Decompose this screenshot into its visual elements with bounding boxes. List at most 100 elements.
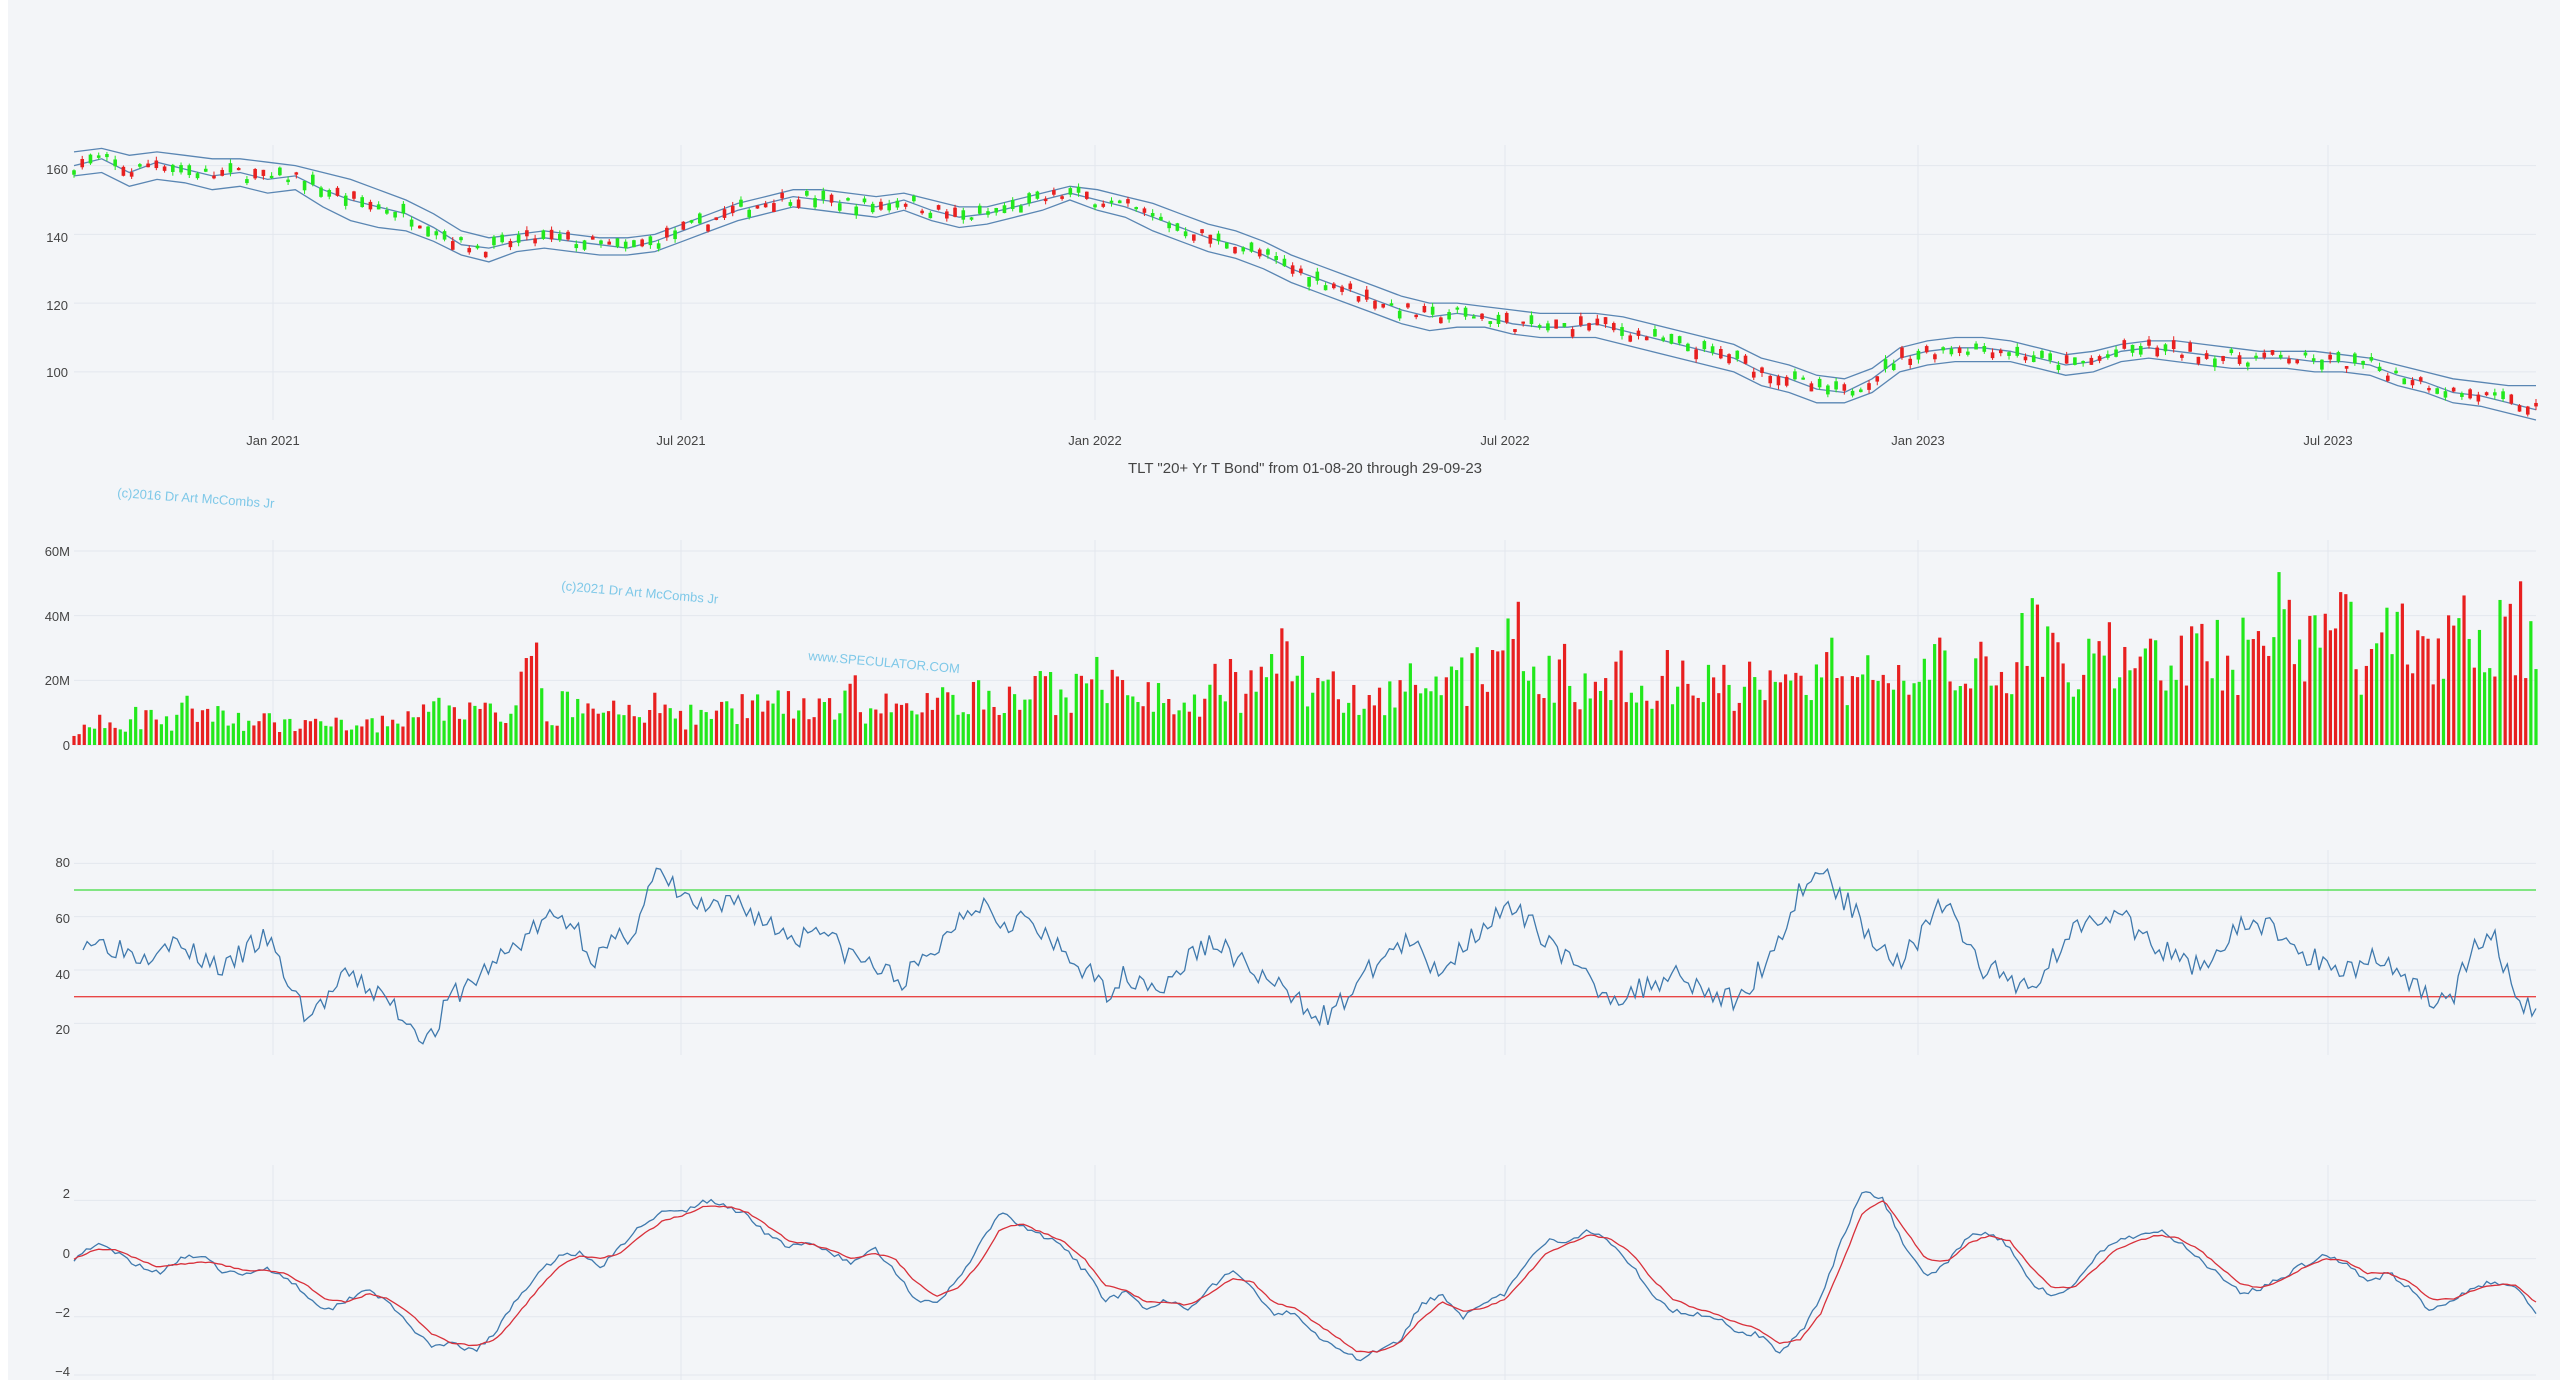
candle — [80, 155, 85, 170]
candle-body — [2303, 352, 2308, 356]
candle — [154, 156, 159, 171]
candle-body — [2468, 389, 2472, 399]
volume-bar — [2210, 678, 2214, 745]
candle-body — [220, 169, 225, 176]
volume-bar — [1953, 690, 1957, 745]
volume-bar — [298, 728, 302, 745]
volume-bar — [1830, 637, 1834, 745]
candle-body — [1175, 223, 1180, 231]
candle — [1200, 228, 1204, 236]
candle — [385, 206, 389, 215]
volume-bar — [77, 734, 81, 745]
candle-body — [623, 241, 628, 249]
candle-body — [393, 211, 397, 218]
candle-body — [953, 207, 957, 217]
volume-bar — [1902, 680, 1906, 745]
candle-body — [2155, 347, 2160, 357]
volume-bar — [2015, 662, 2019, 745]
volume-bar — [1984, 656, 1988, 745]
candle — [2460, 391, 2464, 400]
volume-bar — [1958, 686, 1962, 745]
volume-bar — [2385, 607, 2389, 745]
volume-bar — [1747, 661, 1752, 745]
candle-body — [162, 166, 167, 171]
candle-body — [343, 195, 348, 206]
candle-body — [1793, 371, 1797, 380]
volume-bar — [2148, 638, 2153, 745]
candle — [574, 240, 579, 252]
candle — [1126, 196, 1130, 207]
candle — [2229, 347, 2234, 356]
volume-bar — [1393, 707, 1397, 745]
volume-bar — [833, 719, 837, 745]
candle-body — [72, 170, 76, 175]
volume-bar — [1357, 714, 1361, 745]
candle — [1570, 326, 1575, 339]
candle-body — [1167, 222, 1171, 229]
candle-body — [418, 225, 422, 229]
volume-bar — [570, 717, 575, 745]
candle — [837, 199, 842, 213]
candle — [96, 152, 101, 160]
volume-bar — [653, 692, 657, 745]
volume-bar — [355, 725, 359, 745]
volume-bar — [1249, 670, 1253, 745]
candle-body — [1307, 276, 1311, 287]
candle — [1883, 355, 1888, 373]
candle-body — [376, 204, 381, 210]
candle-body — [2064, 355, 2069, 364]
volume-tick-0: 0 — [63, 738, 70, 753]
candle-body — [2130, 344, 2135, 353]
volume-bar — [2498, 599, 2502, 745]
volume-bar — [1562, 643, 1567, 745]
candle-body — [467, 248, 472, 253]
volume-bar — [1162, 703, 1166, 745]
candle — [1389, 299, 1394, 306]
candle — [912, 194, 916, 203]
candle — [1315, 267, 1320, 285]
candle-body — [1035, 191, 1040, 199]
volume-bar — [2375, 643, 2379, 745]
volume-bar — [1465, 705, 1469, 745]
candle — [1348, 281, 1353, 292]
volume-bar — [2231, 669, 2235, 745]
candle-body — [1315, 271, 1320, 281]
candle-body — [1768, 375, 1773, 384]
candle — [1628, 333, 1633, 343]
volume-bar — [1850, 676, 1854, 745]
candle — [854, 203, 859, 219]
volume-bar — [1974, 658, 1978, 745]
candle — [1990, 348, 1995, 360]
volume-bar — [370, 718, 374, 745]
candle — [2410, 377, 2415, 389]
volume-tick-40m: 40M — [45, 609, 70, 624]
volume-bar — [612, 700, 616, 745]
candle-body — [697, 213, 702, 224]
volume-bar — [1213, 663, 1217, 745]
candle-body — [2394, 370, 2398, 374]
candle-body — [1883, 359, 1888, 369]
volume-bar — [1511, 638, 1515, 745]
volume-bar — [293, 731, 297, 745]
volume-bar — [2184, 685, 2189, 745]
volume-bar — [1568, 685, 1572, 745]
candle — [1257, 247, 1262, 259]
candle — [1233, 246, 1237, 255]
volume-bar — [1773, 681, 1777, 745]
volume-bar — [2354, 669, 2358, 745]
candle — [1941, 346, 1945, 354]
volume-bar — [843, 690, 847, 745]
bollinger-bands — [73, 147, 2537, 421]
candle-body — [813, 198, 817, 208]
candle-body — [1471, 316, 1476, 319]
volume-bar — [1753, 677, 1757, 745]
volume-bar — [694, 724, 698, 745]
candle-body — [1850, 390, 1855, 396]
candle-body — [1595, 318, 1600, 326]
volume-bar — [545, 721, 549, 745]
volume-y-axis: 60M 40M 20M 0 — [45, 544, 70, 753]
volume-bar — [581, 713, 585, 745]
volume-bar — [2195, 633, 2199, 745]
candle-body — [912, 195, 916, 202]
candle-body — [1504, 312, 1509, 323]
